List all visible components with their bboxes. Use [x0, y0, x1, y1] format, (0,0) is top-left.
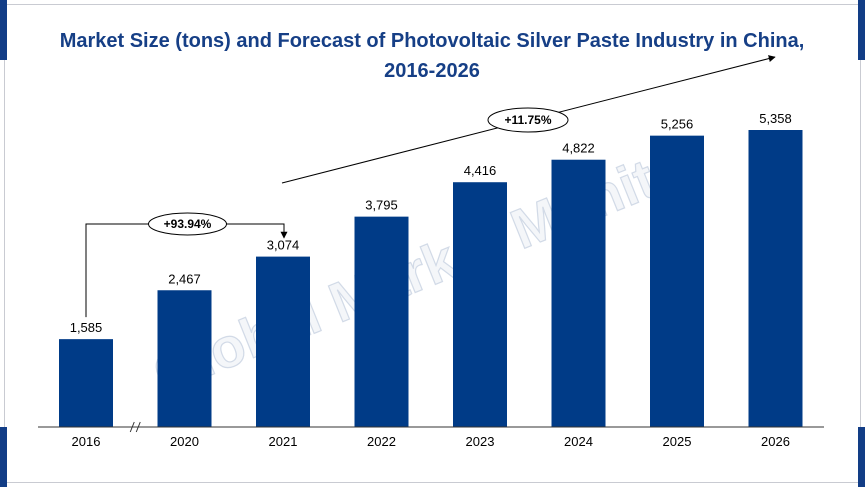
x-tick-2026: 2026 [761, 434, 790, 449]
value-label-2021: 3,074 [267, 238, 300, 253]
x-tick-2025: 2025 [663, 434, 692, 449]
bar-2020 [157, 290, 212, 427]
x-tick-labels-layer: 2016 2020 2021 2022 2023 2024 2025 2026 [72, 434, 790, 449]
chart-frame [4, 4, 861, 483]
growth-badge-1 [148, 212, 227, 236]
value-label-2025: 5,256 [661, 117, 694, 132]
bar-2026 [748, 130, 803, 427]
watermark: Global Market Monitor [144, 126, 716, 406]
bar-2021 [256, 256, 310, 427]
bar-2022 [354, 216, 409, 427]
x-tick-2022: 2022 [367, 434, 396, 449]
value-label-2023: 4,416 [464, 163, 497, 178]
corner-accent-bottom-left [0, 427, 7, 487]
growth-arrow-2021-2026: +11.75% [281, 55, 776, 184]
chart-title-line2: 2016-2026 [384, 60, 480, 82]
corner-accent-top-left [0, 0, 7, 60]
value-label-2024: 4,822 [562, 141, 595, 156]
corner-accent-top-right [858, 0, 865, 60]
value-label-2020: 2,467 [168, 271, 201, 286]
annotations-layer: +93.94% +11.75% [85, 55, 776, 433]
bars-layer [59, 130, 803, 427]
value-label-2016: 1,585 [70, 320, 103, 335]
bar-2024 [551, 159, 606, 427]
bar-2016 [59, 339, 113, 427]
x-tick-2023: 2023 [466, 434, 495, 449]
bar-2023 [453, 182, 507, 427]
x-tick-2024: 2024 [564, 434, 593, 449]
value-label-2026: 5,358 [759, 111, 792, 126]
growth-label-1: +93.94% [164, 217, 212, 231]
corner-accent-bottom-right [858, 427, 865, 487]
value-label-2022: 3,795 [365, 198, 398, 213]
chart-title-line1: Market Size (tons) and Forecast of Photo… [60, 30, 805, 52]
bar-2025 [650, 135, 704, 427]
x-tick-2016: 2016 [72, 434, 101, 449]
x-tick-2021: 2021 [269, 434, 298, 449]
growth-badge-2 [487, 107, 569, 133]
growth-bracket-2016-2021: +93.94% [85, 212, 288, 318]
growth-label-2: +11.75% [504, 113, 551, 127]
value-labels-layer: 1,585 2,467 3,074 3,795 4,416 4,822 5,256 5,358 [70, 111, 792, 335]
x-tick-2020: 2020 [170, 434, 199, 449]
